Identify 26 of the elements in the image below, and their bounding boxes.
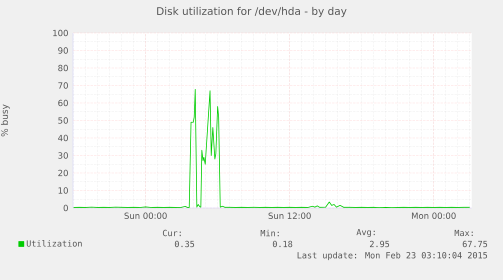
text: Avg: [356, 228, 375, 237]
legend-label: Utilization [26, 240, 82, 247]
y-tick-label: 100 [53, 30, 68, 36]
text: 0.18 [272, 240, 292, 248]
y-tick-label: 80 [58, 64, 68, 72]
y-tick-label: 20 [58, 170, 68, 176]
y-tick-label: 70 [58, 82, 68, 89]
text: Cur: [162, 230, 181, 236]
text: Max: [454, 230, 473, 236]
y-tick-label: 30 [58, 152, 68, 159]
x-tick-label: Sun 00:00 [124, 212, 167, 219]
text: 0.35 [174, 240, 194, 248]
y-tick-label: 10 [58, 187, 68, 194]
x-tick-label: Sun 12:00 [268, 212, 311, 219]
x-tick-label: Mon 00:00 [412, 212, 456, 219]
text: Last update: Mon Feb 23 03:10:04 2015 [298, 252, 488, 260]
y-tick-label: 50 [58, 117, 68, 124]
y-tick-label: 40 [58, 134, 68, 142]
text: 2.95 [370, 240, 390, 248]
y-tick-label: 0 [64, 204, 68, 212]
text: Min: [260, 230, 279, 236]
y-tick-label: 60 [58, 100, 68, 106]
chart-title: Disk utilization for /dev/hda - by day [157, 6, 347, 18]
y-tick-label: 90 [58, 47, 68, 54]
y-axis-title: % busy [0, 104, 10, 136]
text: 67.75 [462, 240, 488, 248]
